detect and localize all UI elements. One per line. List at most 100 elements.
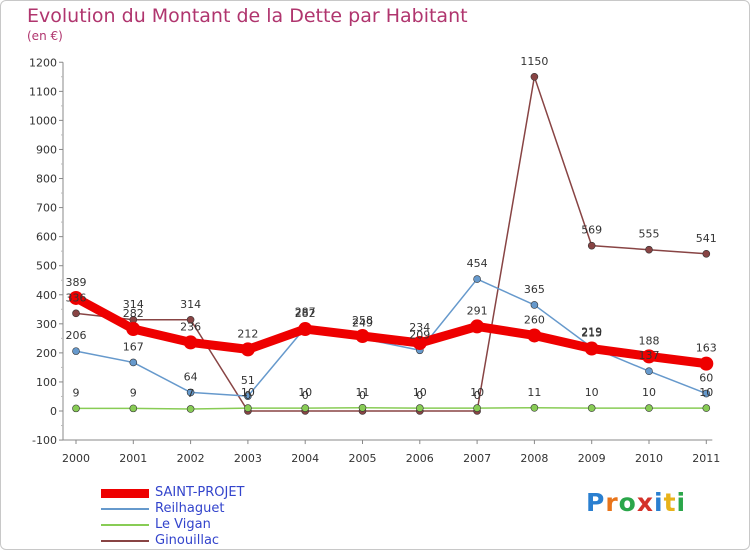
- data-label: 64: [184, 370, 198, 383]
- y-tick-label: 700: [36, 202, 57, 215]
- data-point: [470, 319, 485, 334]
- data-label: 10: [642, 386, 656, 399]
- data-label: 249: [352, 317, 373, 330]
- x-tick-label: 2003: [234, 452, 262, 465]
- data-label: 282: [123, 307, 144, 320]
- y-tick-label: 1200: [29, 56, 57, 69]
- x-tick-label: 2002: [177, 452, 205, 465]
- data-point: [72, 404, 80, 413]
- data-label: 167: [123, 340, 144, 353]
- data-label: 314: [180, 298, 201, 311]
- legend-swatch: [101, 524, 149, 526]
- y-tick-label: 500: [36, 260, 57, 273]
- legend-label: SAINT-PROJET: [155, 485, 245, 500]
- legend-label: Reilhaguet: [155, 501, 225, 516]
- data-label: 206: [66, 329, 87, 342]
- y-tick-label: 600: [36, 231, 57, 244]
- data-label: 10: [298, 386, 312, 399]
- data-point: [412, 335, 427, 350]
- data-label: 10: [470, 386, 484, 399]
- logo-letter: i: [654, 488, 664, 517]
- data-label: 163: [696, 342, 717, 355]
- data-label: 0: [474, 389, 481, 402]
- y-tick-label: 200: [36, 347, 57, 360]
- y-tick-label: 100: [36, 376, 57, 389]
- data-point: [645, 404, 653, 412]
- data-label: 454: [467, 257, 488, 270]
- data-label: 11: [356, 386, 370, 399]
- logo-letter: t: [663, 488, 677, 517]
- data-label: 236: [180, 320, 201, 333]
- data-point: [473, 275, 481, 283]
- data-point: [298, 322, 313, 337]
- y-tick-label: 1000: [29, 114, 57, 127]
- series-line-ginouillac: [75, 76, 708, 412]
- legend-item: SAINT-PROJET: [101, 485, 321, 501]
- series-line-le-vigan: [75, 407, 708, 410]
- data-label: 555: [639, 228, 660, 241]
- data-label: 0: [244, 389, 251, 402]
- x-tick-label: 2011: [692, 452, 720, 465]
- legend-swatch: [101, 540, 149, 542]
- data-label: 11: [527, 386, 541, 399]
- legend-item: Reilhaguet: [101, 501, 321, 517]
- data-point: [702, 404, 711, 412]
- data-label: 215: [581, 327, 602, 340]
- data-point: [244, 404, 252, 412]
- data-label: 9: [130, 386, 137, 399]
- data-label: 212: [237, 327, 258, 340]
- series-line-saint-projet: [71, 293, 711, 369]
- data-point: [183, 335, 198, 350]
- logo-letter: r: [605, 488, 619, 517]
- data-point: [584, 341, 599, 356]
- data-label: 291: [467, 304, 488, 317]
- data-label: 287: [295, 306, 316, 319]
- data-point: [530, 73, 539, 81]
- logo-letter: P: [586, 488, 606, 517]
- legend-label: Ginouillac: [155, 533, 220, 548]
- data-label: 389: [66, 276, 87, 289]
- data-label: 60: [699, 372, 713, 385]
- x-tick-label: 2004: [291, 452, 319, 465]
- data-point: [473, 404, 481, 412]
- logo-letter: i: [676, 488, 687, 517]
- x-tick-label: 2010: [635, 452, 663, 465]
- data-point: [415, 404, 424, 412]
- data-label: 51: [241, 374, 255, 387]
- data-label: 365: [524, 283, 545, 296]
- data-label: 7: [187, 387, 194, 400]
- data-label: 0: [302, 389, 309, 402]
- x-tick-label: 2005: [349, 452, 377, 465]
- data-label: 0: [359, 389, 366, 402]
- data-label: 10: [413, 386, 427, 399]
- data-point: [129, 358, 138, 367]
- y-tick-label: 300: [36, 318, 57, 331]
- data-label: 541: [696, 232, 717, 245]
- data-label: 188: [639, 334, 660, 347]
- data-point: [645, 367, 653, 375]
- data-point: [587, 404, 596, 412]
- data-label: 314: [123, 298, 144, 311]
- chart-title: Evolution du Montant de la Dette par Hab…: [27, 5, 468, 27]
- legend-item: Le Vigan: [101, 517, 321, 533]
- data-label: 10: [241, 386, 255, 399]
- data-point: [72, 309, 80, 318]
- data-point: [186, 388, 195, 397]
- y-tick-label: 1100: [29, 85, 57, 98]
- y-tick-label: 800: [36, 173, 57, 186]
- y-tick-label: 0: [50, 405, 57, 418]
- logo-letter: o: [618, 488, 637, 517]
- x-tick-label: 2006: [406, 452, 434, 465]
- data-point: [702, 249, 711, 258]
- data-point: [702, 389, 711, 398]
- data-label: 1150: [520, 55, 548, 68]
- data-point: [358, 404, 367, 412]
- x-tick-label: 2000: [62, 452, 90, 465]
- y-tick-label: 400: [36, 289, 57, 302]
- x-tick-label: 2001: [119, 452, 147, 465]
- data-point: [72, 347, 80, 355]
- data-point: [699, 356, 714, 371]
- x-tick-label: 2007: [463, 452, 491, 465]
- logo-letter: x: [636, 488, 654, 517]
